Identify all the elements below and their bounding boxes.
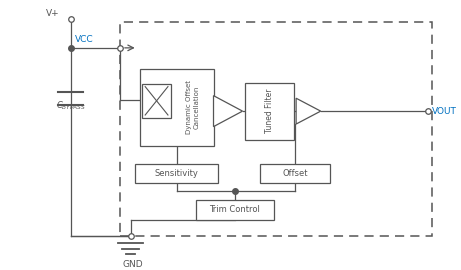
Text: Tuned Filter: Tuned Filter [265, 89, 274, 133]
Text: $C_{BYPASS}$: $C_{BYPASS}$ [56, 100, 86, 112]
Text: Dynamic Offset
Cancellation: Dynamic Offset Cancellation [186, 80, 200, 134]
Bar [260, 164, 330, 183]
Bar [136, 164, 218, 183]
Text: VCC: VCC [75, 35, 94, 44]
Text: GND: GND [123, 260, 143, 269]
Bar [195, 200, 274, 220]
Bar [120, 22, 432, 236]
Text: Trim Control: Trim Control [209, 205, 260, 214]
Polygon shape [296, 98, 321, 124]
Text: Sensitivity: Sensitivity [155, 169, 199, 178]
Bar [142, 84, 171, 118]
Bar [245, 83, 294, 140]
Text: V+: V+ [46, 9, 59, 18]
Bar [140, 69, 213, 146]
Text: VOUT: VOUT [431, 107, 456, 116]
Text: Offset: Offset [282, 169, 308, 178]
Polygon shape [213, 96, 242, 127]
